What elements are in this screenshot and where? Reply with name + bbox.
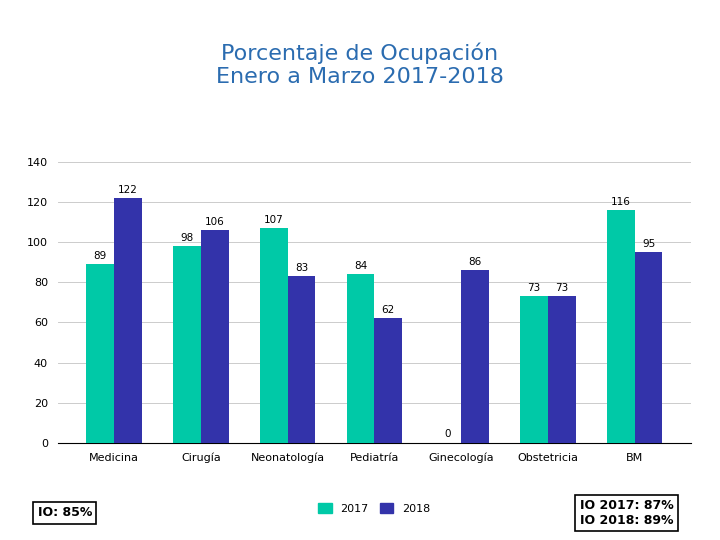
Text: IO: 85%: IO: 85% (37, 507, 92, 519)
Bar (260, 228, 288, 443)
Text: 98: 98 (181, 233, 194, 243)
Bar (461, 271, 489, 443)
Text: 86: 86 (469, 257, 482, 267)
Bar (346, 274, 374, 443)
Text: Porcentaje de Ocupación
Enero a Marzo 2017-2018: Porcentaje de Ocupación Enero a Marzo 20… (216, 43, 504, 87)
Text: 116: 116 (611, 197, 631, 207)
Bar (201, 230, 229, 443)
Text: 73: 73 (527, 284, 541, 293)
Text: 106: 106 (205, 217, 225, 227)
Text: IO 2017: 87%
IO 2018: 89%: IO 2017: 87% IO 2018: 89% (580, 499, 673, 527)
Bar (634, 252, 662, 443)
Bar (173, 246, 201, 443)
Bar (548, 296, 576, 443)
Bar (374, 319, 402, 443)
Text: 84: 84 (354, 261, 367, 271)
Text: 62: 62 (382, 306, 395, 315)
Bar (86, 264, 114, 443)
Text: 83: 83 (295, 264, 308, 273)
Bar (520, 296, 548, 443)
Text: 107: 107 (264, 215, 284, 225)
Legend: 2017, 2018: 2017, 2018 (314, 499, 435, 518)
Text: 73: 73 (555, 284, 568, 293)
Bar (288, 276, 315, 443)
Text: 0: 0 (444, 429, 451, 439)
Text: 95: 95 (642, 239, 655, 249)
Bar (607, 210, 634, 443)
Text: 89: 89 (94, 251, 107, 261)
Bar (114, 198, 142, 443)
Text: 122: 122 (118, 185, 138, 195)
